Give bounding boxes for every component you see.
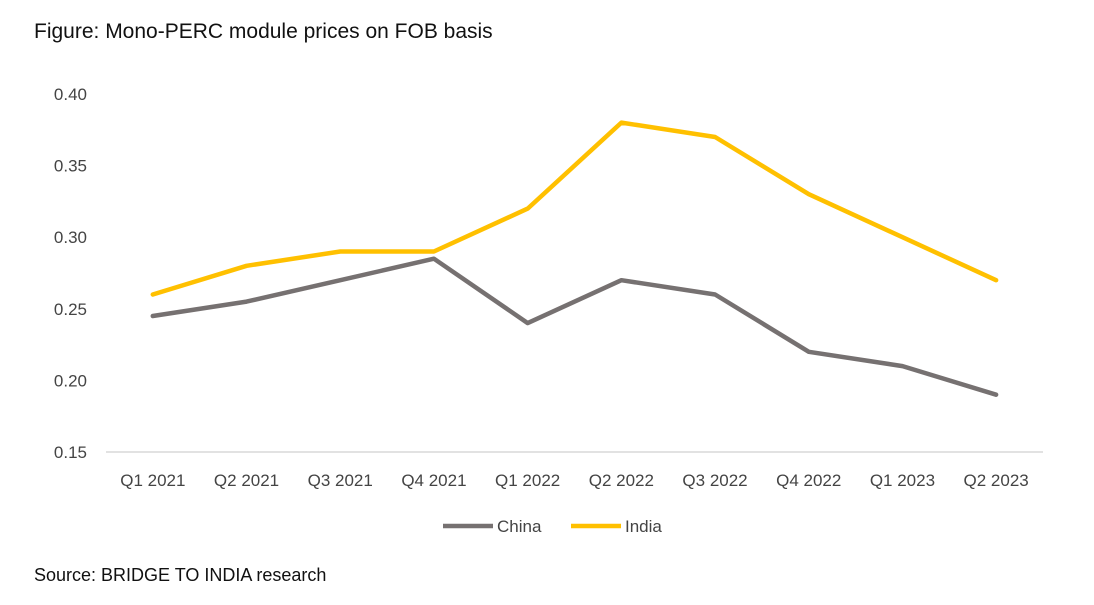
- y-tick-label: 0.20: [54, 371, 87, 390]
- line-chart: 0.150.200.250.300.350.40 Q1 2021 Q2 2021 Q…: [54, 85, 1043, 536]
- x-tick-label: Q2 2021: [214, 471, 279, 490]
- legend-label-india: India: [625, 517, 662, 536]
- legend-label-china: China: [497, 517, 542, 536]
- y-axis-tick-labels: 0.15 0.20 0.25 0.30 0.35 0.40: [54, 85, 87, 462]
- y-tick-label: 0.35: [54, 157, 87, 176]
- series-line-china: [150, 256, 999, 397]
- x-tick-label: Q1 2023: [870, 471, 935, 490]
- x-tick-label: Q1 2022: [495, 471, 560, 490]
- y-tick-label: 0.30: [54, 228, 87, 247]
- x-tick-label: Q1 2021: [120, 471, 185, 490]
- source-note: Source: BRIDGE TO INDIA research: [34, 565, 327, 585]
- x-tick-label: Q4 2021: [401, 471, 466, 490]
- y-tick-label: 0.15: [54, 443, 87, 462]
- x-tick-label: Q4 2022: [776, 471, 841, 490]
- series-lines: [150, 120, 999, 397]
- x-tick-label: Q3 2021: [308, 471, 373, 490]
- legend: China India: [443, 517, 662, 536]
- x-tick-label: Q2 2023: [964, 471, 1029, 490]
- chart-title: Figure: Mono-PERC module prices on FOB b…: [34, 20, 493, 43]
- x-tick-label: Q2 2022: [589, 471, 654, 490]
- series-line-india: [150, 120, 999, 297]
- x-axis-tick-labels: Q1 2021 Q2 2021 Q3 2021 Q4 2021 Q1 2022 Q2 20…: [120, 471, 1029, 490]
- y-tick-label: 0.40: [54, 85, 87, 104]
- y-tick-label: 0.25: [54, 300, 87, 319]
- x-tick-label: Q3 2022: [682, 471, 747, 490]
